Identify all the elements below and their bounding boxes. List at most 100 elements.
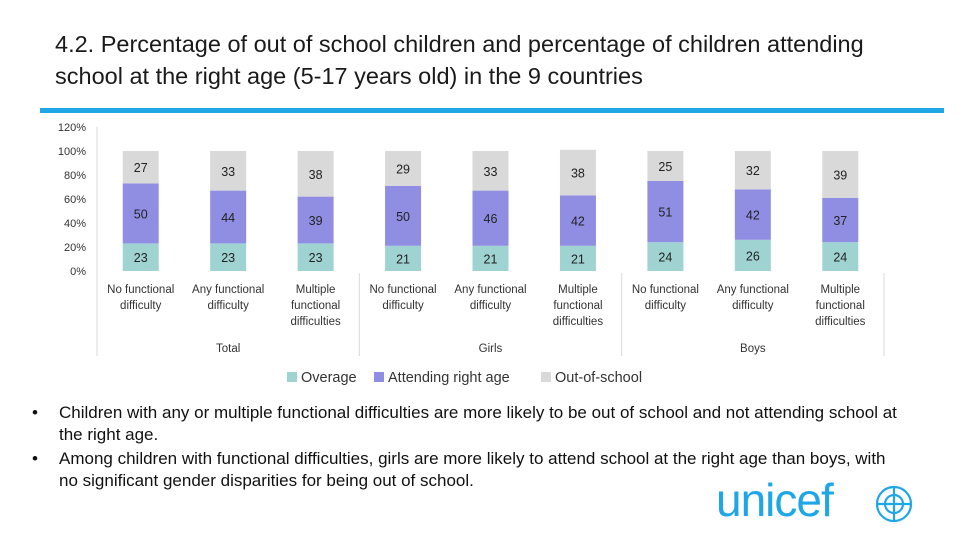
bar-segment-out-of-school [210, 151, 247, 191]
bar-segment-out-of-school [559, 149, 596, 196]
data-label: 21 [571, 252, 585, 266]
bullet-item: • Among children with functional difficu… [32, 448, 902, 492]
y-tick-label: 80% [64, 170, 86, 182]
data-label: 39 [309, 214, 323, 228]
bar-segment-overage [122, 243, 159, 271]
bullet-text: Children with any or multiple functional… [59, 403, 897, 444]
legend-label: Attending right age [388, 370, 510, 386]
data-label: 44 [221, 211, 235, 225]
legend-swatch-attending [374, 372, 384, 382]
bullet-dot: • [32, 449, 38, 468]
bullet-dot: • [32, 403, 38, 422]
category-label: difficulties [553, 316, 604, 328]
bar-segment-attending [297, 196, 334, 244]
group-label: Total [216, 343, 240, 355]
data-label: 51 [658, 206, 672, 220]
data-label: 33 [221, 165, 235, 179]
y-tick-label: 20% [64, 242, 86, 254]
unicef-globe-icon [875, 485, 913, 523]
bullet-item: • Children with any or multiple function… [32, 402, 902, 446]
bar-segment-attending [647, 181, 684, 243]
data-label: 38 [571, 167, 585, 181]
data-label: 38 [309, 168, 323, 182]
data-label: 46 [484, 212, 498, 226]
category-label: No functional [369, 284, 436, 296]
bar-segment-out-of-school [647, 151, 684, 181]
data-label: 24 [658, 251, 672, 265]
data-label: 26 [746, 249, 760, 263]
data-label: 23 [309, 251, 323, 265]
bar-segment-out-of-school [385, 151, 422, 186]
bar-segment-out-of-school [822, 151, 859, 198]
data-label: 32 [746, 164, 760, 178]
key-findings: • Children with any or multiple function… [32, 402, 902, 494]
group-label: Boys [740, 343, 766, 355]
category-label: No functional [107, 284, 174, 296]
y-tick-label: 100% [58, 146, 86, 158]
bar-segment-overage [734, 239, 771, 271]
legend-swatch-overage [287, 372, 297, 382]
data-label: 33 [484, 165, 498, 179]
category-label: difficulties [290, 316, 341, 328]
category-label: No functional [632, 284, 699, 296]
data-label: 50 [134, 207, 148, 221]
data-label: 29 [396, 162, 410, 176]
category-label: functional [291, 300, 340, 312]
category-label: Any functional [717, 284, 789, 296]
bar-segment-out-of-school [734, 151, 771, 190]
category-label: difficulties [815, 316, 866, 328]
bar-segment-attending [734, 189, 771, 240]
category-label: difficulty [645, 300, 687, 312]
bar-segment-out-of-school [297, 151, 334, 197]
category-label: functional [816, 300, 865, 312]
unicef-logo: unicef [716, 474, 916, 526]
legend-swatch-out-of-school [541, 372, 551, 382]
bar-segment-attending [122, 183, 159, 244]
category-label: functional [553, 300, 602, 312]
data-label: 23 [134, 251, 148, 265]
category-label: difficulty [382, 300, 424, 312]
data-label: 24 [833, 251, 847, 265]
data-label: 50 [396, 210, 410, 224]
bullet-text: Among children with functional difficult… [59, 449, 886, 490]
y-tick-label: 0% [70, 266, 86, 278]
bar-segment-attending [385, 185, 422, 246]
bar-segment-attending [559, 195, 596, 246]
title-rule [40, 108, 944, 113]
data-label: 21 [396, 252, 410, 266]
data-label: 23 [221, 251, 235, 265]
y-tick-label: 40% [64, 218, 86, 230]
legend-label: Overage [301, 370, 357, 386]
y-tick-label: 120% [58, 122, 86, 134]
bar-segment-overage [297, 243, 334, 271]
data-label: 27 [134, 161, 148, 175]
bar-segment-overage [385, 245, 422, 271]
data-label: 25 [658, 160, 672, 174]
category-label: difficulty [732, 300, 774, 312]
y-tick-label: 60% [64, 194, 86, 206]
bar-segment-overage [822, 242, 859, 271]
bar-segment-out-of-school [472, 151, 509, 191]
category-label: difficulty [207, 300, 249, 312]
bar-segment-attending [472, 190, 509, 246]
data-label: 37 [833, 214, 847, 228]
legend-label: Out-of-school [555, 370, 642, 386]
data-label: 21 [484, 252, 498, 266]
bar-segment-out-of-school [122, 151, 159, 184]
category-label: difficulty [120, 300, 162, 312]
category-label: Any functional [192, 284, 264, 296]
slide-title: 4.2. Percentage of out of school childre… [55, 31, 864, 89]
data-label: 39 [833, 168, 847, 182]
logo-wordmark: unicef [716, 474, 834, 526]
bar-segment-overage [647, 242, 684, 271]
bar-segment-attending [822, 197, 859, 243]
category-label: difficulty [470, 300, 512, 312]
data-label: 42 [571, 215, 585, 229]
bar-segment-overage [210, 243, 247, 271]
group-label: Girls [479, 343, 503, 355]
bar-segment-overage [472, 245, 509, 271]
bar-segment-attending [210, 190, 247, 244]
data-label: 42 [746, 209, 760, 223]
stacked-bar-chart: 0% 20% 40% 60% 80% 100% 120% 23 50 27 No functiona… [58, 122, 885, 386]
bar-segment-overage [559, 245, 596, 271]
